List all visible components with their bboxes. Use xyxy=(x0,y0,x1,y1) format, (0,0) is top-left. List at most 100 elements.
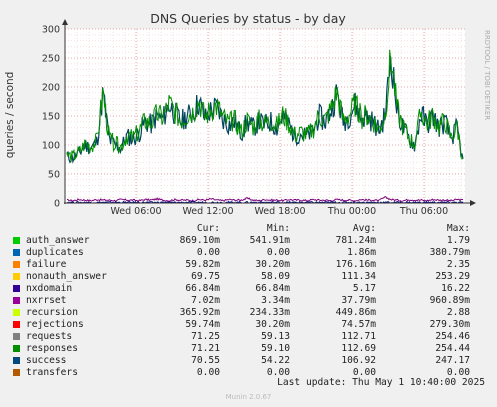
last-update: Last update: Thu May 1 10:40:00 2025 xyxy=(277,377,485,388)
legend-value-cur: 0.00 xyxy=(196,247,220,258)
legend-name: nxdomain xyxy=(26,283,73,294)
munin-version: Munin 2.0.67 xyxy=(225,393,272,401)
legend-row-auth_answer: auth_answer 869.10m 541.91m 781.24m 1.79 xyxy=(0,235,497,247)
legend-value-avg: 176.16m xyxy=(335,259,376,270)
legend-name: responses xyxy=(26,343,78,354)
legend-row-responses: responses 71.21 59.10 112.69 254.44 xyxy=(0,343,497,355)
legend-row-failure: failure 59.82m 30.20m 176.16m 2.35 xyxy=(0,259,497,271)
legend-value-cur: 869.10m xyxy=(179,235,220,246)
legend-value-min: 0.00 xyxy=(266,367,290,378)
y-axis-arrow xyxy=(62,19,68,25)
legend-swatch xyxy=(13,261,20,268)
legend-swatch xyxy=(13,321,20,328)
legend-value-min: 58.09 xyxy=(261,271,290,282)
y-tick-label: 150 xyxy=(42,112,60,123)
legend-swatch xyxy=(13,357,20,364)
y-axis-label: queries / second xyxy=(4,72,16,159)
y-tick-label: 50 xyxy=(48,170,60,181)
legend-swatch xyxy=(13,297,20,304)
legend-value-cur: 69.75 xyxy=(191,271,220,282)
legend-value-cur: 66.84m xyxy=(185,283,220,294)
legend-swatch xyxy=(13,249,20,256)
legend-value-max: 0.00 xyxy=(446,367,470,378)
y-tick-label: 200 xyxy=(42,83,60,94)
legend-value-min: 0.00 xyxy=(266,247,290,258)
legend-value-max: 2.88 xyxy=(446,307,470,318)
legend-name: recursion xyxy=(26,307,78,318)
legend-name: rejections xyxy=(26,319,84,330)
legend-value-cur: 59.74m xyxy=(185,319,220,330)
legend-swatch xyxy=(13,237,20,244)
legend-value-min: 59.10 xyxy=(261,343,290,354)
legend-name: nonauth_answer xyxy=(26,271,107,282)
legend-row-success: success 70.55 54.22 106.92 247.17 xyxy=(0,355,497,367)
legend-value-avg: 37.79m xyxy=(341,295,376,306)
legend-value-max: 253.29 xyxy=(435,271,470,282)
legend-value-min: 30.20m xyxy=(255,259,290,270)
y-tick-label: 100 xyxy=(42,141,60,152)
legend-value-max: 279.30m xyxy=(429,319,470,330)
x-axis-arrow xyxy=(470,200,476,206)
legend-swatch xyxy=(13,369,20,376)
y-tick-label: 250 xyxy=(42,54,60,65)
legend-value-max: 247.17 xyxy=(435,355,470,366)
legend-value-cur: 70.55 xyxy=(191,355,220,366)
legend-value-min: 30.20m xyxy=(255,319,290,330)
legend-header-min: Min: xyxy=(266,223,290,234)
rrdtool-credit: RRDTOOL / TOBI OETIKER xyxy=(483,30,491,120)
legend-value-max: 1.79 xyxy=(446,235,470,246)
y-tick-label: 0 xyxy=(54,199,60,210)
legend-row-nxrrset: nxrrset 7.02m 3.34m 37.79m 960.89m xyxy=(0,295,497,307)
chart-canvas: DNS Queries by status - by day queries /… xyxy=(4,11,491,217)
legend-header-max: Max: xyxy=(446,223,470,234)
y-tick-label: 300 xyxy=(42,25,60,36)
legend-value-max: 254.46 xyxy=(435,331,470,342)
legend-value-avg: 0.00 xyxy=(352,367,376,378)
legend-value-min: 234.33m xyxy=(249,307,290,318)
legend-value-avg: 112.69 xyxy=(341,343,376,354)
legend-value-avg: 1.86m xyxy=(347,247,376,258)
legend-value-cur: 71.25 xyxy=(191,331,220,342)
legend-swatch xyxy=(13,273,20,280)
legend-value-max: 380.79m xyxy=(429,247,470,258)
legend-row-transfers: transfers 0.00 0.00 0.00 0.00 xyxy=(0,367,497,379)
legend-value-cur: 71.21 xyxy=(191,343,220,354)
legend-value-avg: 112.71 xyxy=(341,331,376,342)
legend-value-min: 54.22 xyxy=(261,355,290,366)
legend-value-cur: 365.92m xyxy=(179,307,220,318)
legend-value-max: 16.22 xyxy=(441,283,470,294)
legend-value-cur: 0.00 xyxy=(196,367,220,378)
series-responses xyxy=(66,49,464,162)
x-tick-label: Wed 18:00 xyxy=(254,206,305,217)
legend-name: auth_answer xyxy=(26,235,90,246)
legend-value-min: 66.84m xyxy=(255,283,290,294)
legend-value-cur: 59.82m xyxy=(185,259,220,270)
legend-row-recursion: recursion 365.92m 234.33m 449.86m 2.88 xyxy=(0,307,497,319)
legend-value-max: 960.89m xyxy=(429,295,470,306)
legend-value-avg: 5.17 xyxy=(352,283,376,294)
legend-swatch xyxy=(13,309,20,316)
legend-row-rejections: rejections 59.74m 30.20m 74.57m 279.30m xyxy=(0,319,497,331)
legend-name: success xyxy=(26,355,67,366)
legend-value-avg: 74.57m xyxy=(341,319,376,330)
chart-title: DNS Queries by status - by day xyxy=(150,11,346,26)
legend-row-nxdomain: nxdomain 66.84m 66.84m 5.17 16.22 xyxy=(0,283,497,295)
legend-swatch xyxy=(13,333,20,340)
legend-value-min: 3.34m xyxy=(261,295,290,306)
legend-value-min: 541.91m xyxy=(249,235,290,246)
legend-value-cur: 7.02m xyxy=(191,295,220,306)
legend-name: transfers xyxy=(26,367,78,378)
series-nxrrset xyxy=(66,196,464,203)
legend-swatch xyxy=(13,285,20,292)
legend-row-nonauth_answer: nonauth_answer 69.75 58.09 111.34 253.29 xyxy=(0,271,497,283)
legend-value-max: 2.35 xyxy=(446,259,470,270)
legend-name: requests xyxy=(26,331,73,342)
legend-value-max: 254.44 xyxy=(435,343,470,354)
legend-swatch xyxy=(13,345,20,352)
x-tick-label: Thu 00:00 xyxy=(327,206,376,217)
legend-row-duplicates: duplicates 0.00 0.00 1.86m 380.79m xyxy=(0,247,497,259)
legend-value-avg: 449.86m xyxy=(335,307,376,318)
legend-name: duplicates xyxy=(26,247,84,258)
x-tick-label: Thu 06:00 xyxy=(399,206,448,217)
